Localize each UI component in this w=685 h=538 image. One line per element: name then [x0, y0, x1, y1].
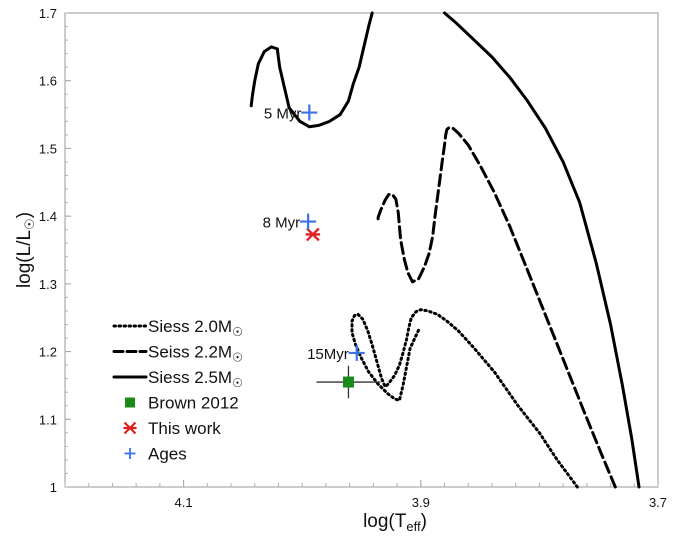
age-marker-0	[301, 104, 318, 121]
x-axis-title-subscript: eff	[406, 519, 421, 534]
legend-item-2: Siess 2.5M☉	[112, 368, 243, 390]
age-label-0: 5 Myr	[264, 106, 302, 123]
legend-swatch-square	[125, 397, 135, 408]
legend-label-0: Siess 2.0M☉	[148, 317, 243, 339]
y-tick-label: 1.4	[39, 209, 57, 224]
legend-label-2: Siess 2.5M☉	[148, 368, 243, 390]
legend-label-text: Ages	[148, 445, 187, 464]
series-line-solid-3	[275, 11, 374, 129]
legend-label-text: Seiss 2.2M	[148, 343, 232, 362]
legend-sun-symbol: ☉	[232, 351, 243, 365]
age-marker-1	[300, 213, 317, 230]
series-line-solid-4	[249, 45, 279, 108]
legend-label-5: Ages	[148, 445, 187, 464]
legend: Siess 2.0M☉Seiss 2.2M☉Siess 2.5M☉Brown 2…	[112, 317, 243, 464]
y-axis-title-sun-symbol: ☉	[22, 218, 37, 230]
legend-swatch-asterisk	[123, 421, 137, 435]
plot-area-border	[64, 12, 659, 488]
legend-item-0: Siess 2.0M☉	[112, 317, 243, 339]
axis-ticks: 1 1.1 1.2 1.3 1.4 1.5 1.6 1.7 4.1 3.9 3.7	[39, 6, 667, 510]
x-axis-title-main: log(T	[363, 511, 407, 532]
y-tick-label: 1.6	[39, 74, 57, 89]
legend-item-1: Seiss 2.2M☉	[112, 343, 243, 365]
legend-sun-symbol: ☉	[232, 376, 243, 390]
plot-frame	[64, 12, 659, 488]
legend-item-5: Ages	[124, 445, 187, 464]
legend-sun-symbol: ☉	[232, 325, 243, 339]
y-tick-label: 1.1	[39, 412, 57, 427]
y-tick-label: 1	[50, 480, 57, 495]
this-work-point	[305, 227, 321, 242]
age-label-2: 15Myr	[307, 346, 349, 363]
legend-item-4: This work	[123, 419, 221, 438]
x-tick-label: 3.9	[412, 495, 430, 510]
legend-label-1: Seiss 2.2M☉	[148, 343, 243, 365]
x-axis-title: log(Teff)	[363, 511, 427, 534]
x-tick-label: 4.1	[175, 495, 193, 510]
isochrone-curves	[249, 11, 641, 489]
legend-swatch-plus	[124, 448, 136, 459]
brown-2012-point	[342, 376, 354, 388]
legend-label-4: This work	[148, 419, 221, 438]
x-tick-label: 3.7	[649, 495, 667, 510]
axis-titles: log(Teff)log(L/L☉)	[14, 212, 427, 534]
legend-label-text: Brown 2012	[148, 394, 239, 413]
y-tick-label: 1.2	[39, 345, 57, 360]
legend-label-text: Siess 2.5M	[148, 368, 232, 387]
series-line-dotted-0	[350, 308, 579, 489]
legend-item-3: Brown 2012	[125, 394, 239, 413]
y-axis-title-close: )	[14, 212, 35, 218]
legend-label-text: This work	[148, 419, 221, 438]
series-line-solid-2	[443, 11, 641, 489]
data-points: 5 Myr 8 Myr 15Myr	[263, 104, 381, 399]
y-axis-title-main: log(L/L	[14, 230, 35, 288]
legend-label-text: Siess 2.0M	[148, 317, 232, 336]
age-marker-2	[348, 344, 365, 361]
legend-label-3: Brown 2012	[148, 394, 239, 413]
x-axis-title-close: )	[421, 511, 427, 532]
y-axis-title: log(L/L☉)	[14, 212, 37, 288]
y-tick-label: 1.3	[39, 277, 57, 292]
y-tick-label: 1.7	[39, 6, 57, 21]
series-line-dashed-1	[376, 125, 617, 489]
y-tick-label: 1.5	[39, 141, 57, 156]
age-label-1: 8 Myr	[263, 215, 301, 232]
